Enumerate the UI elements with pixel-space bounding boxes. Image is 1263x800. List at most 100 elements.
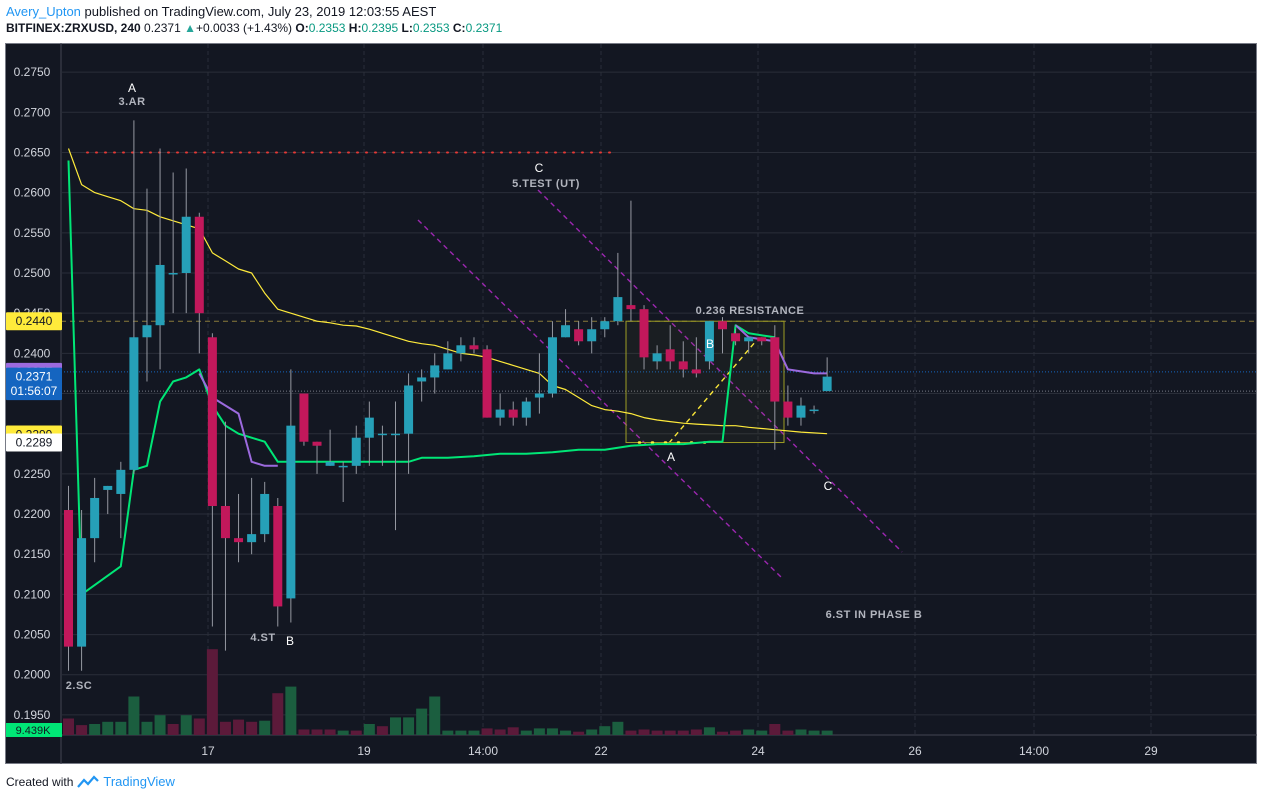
volume-bar bbox=[664, 730, 676, 735]
volume-bar bbox=[206, 649, 218, 735]
candle-body bbox=[430, 365, 440, 378]
volume-bar bbox=[141, 721, 153, 735]
candle-body bbox=[665, 349, 675, 362]
volume-bar bbox=[677, 730, 689, 735]
candle-body bbox=[587, 329, 597, 342]
volume-bar bbox=[573, 731, 585, 735]
x-tick-label: 19 bbox=[357, 744, 371, 758]
candle-body bbox=[260, 493, 270, 535]
x-tick-label: 29 bbox=[1144, 744, 1158, 758]
candle-body bbox=[822, 376, 832, 392]
chart-annotation: 2.SC bbox=[66, 680, 92, 692]
candle-body bbox=[168, 272, 178, 275]
volume-bar bbox=[717, 731, 728, 735]
volume-bar bbox=[154, 715, 166, 735]
volume-bar bbox=[782, 730, 794, 735]
candle-body bbox=[77, 538, 87, 647]
chart-annotation: B bbox=[706, 337, 714, 351]
volume-bar bbox=[494, 729, 506, 735]
price-label-bg bbox=[6, 382, 62, 401]
candle-body bbox=[391, 433, 400, 436]
price-chart[interactable]: 0.2750 0.2700 0.2650 0.2600 0.2550 0.2500 0.24… bbox=[5, 43, 1257, 764]
candle-body bbox=[469, 345, 479, 350]
candle-body bbox=[783, 401, 793, 418]
candle-body bbox=[90, 497, 100, 539]
volume-bar bbox=[625, 730, 637, 735]
candle-body bbox=[534, 393, 544, 398]
symbol-name: BITFINEX:ZRXUSD, 240 bbox=[6, 21, 141, 35]
x-tick-label: 14:00 bbox=[468, 744, 498, 758]
candle-body bbox=[770, 337, 780, 402]
volume-bar bbox=[311, 729, 323, 735]
candle-body bbox=[796, 405, 806, 418]
volume-bar bbox=[285, 686, 297, 735]
footer: Created with TradingView bbox=[6, 774, 175, 789]
volume-bar bbox=[808, 730, 820, 735]
y-tick-label: 0.2200 bbox=[14, 507, 51, 521]
volume-bar bbox=[481, 728, 493, 735]
close-value: 0.2371 bbox=[465, 21, 503, 35]
candle-body bbox=[731, 333, 741, 342]
candle-body bbox=[704, 321, 714, 362]
candle-body bbox=[194, 216, 204, 314]
sma-long-line bbox=[67, 160, 775, 596]
candle-body bbox=[521, 401, 531, 418]
candle-body bbox=[809, 409, 819, 412]
candle-body bbox=[116, 469, 126, 494]
chart-annotation: 3.AR bbox=[118, 96, 145, 108]
price-label-text: 0.2371 bbox=[16, 370, 53, 384]
y-tick-label: 0.2700 bbox=[14, 105, 51, 119]
price-axis-label: 0.2440 bbox=[6, 312, 62, 331]
chart-annotation: A bbox=[667, 450, 675, 464]
volume-bar bbox=[599, 726, 611, 735]
candle-body bbox=[508, 409, 518, 418]
channel-lower-line bbox=[417, 219, 784, 580]
low-value: 0.2353 bbox=[412, 21, 450, 35]
author-link[interactable]: Avery_Upton bbox=[6, 4, 81, 19]
price-label-bg bbox=[6, 312, 62, 331]
candle-body bbox=[744, 337, 754, 342]
chart-annotation: 5.TEST (UT) bbox=[512, 178, 580, 190]
price-label-text: 01:56:07 bbox=[11, 384, 58, 398]
volume-bar bbox=[507, 727, 519, 735]
volume-bar bbox=[651, 730, 663, 735]
candle-body bbox=[456, 345, 466, 354]
symbol-info: BITFINEX:ZRXUSD, 240 0.2371 ▲+0.0033 (+1… bbox=[6, 21, 502, 35]
close-label: C: bbox=[452, 21, 466, 35]
y-tick-label: 0.2400 bbox=[14, 346, 51, 360]
volume-bar bbox=[89, 724, 101, 735]
volume-bar bbox=[520, 730, 532, 735]
chart-annotation: 6.ST IN PHASE B bbox=[826, 609, 923, 621]
channel-upper-line bbox=[537, 189, 903, 553]
tradingview-brand-link[interactable]: TradingView bbox=[103, 774, 175, 789]
y-tick-label: 0.2000 bbox=[14, 668, 51, 682]
change-arrow-icon: ▲ bbox=[184, 21, 196, 35]
volume-bar bbox=[272, 693, 284, 735]
candle-body bbox=[691, 369, 701, 374]
candle-body bbox=[377, 433, 387, 436]
candle-body bbox=[129, 337, 139, 470]
high-value: 0.2395 bbox=[361, 21, 399, 35]
volume-bar bbox=[246, 721, 258, 735]
volume-bars bbox=[63, 649, 833, 735]
volume-bar bbox=[350, 730, 362, 735]
publish-info: Avery_Upton published on TradingView.com… bbox=[6, 4, 436, 19]
candle-body bbox=[639, 309, 649, 358]
open-value: 0.2353 bbox=[308, 21, 346, 35]
change-value: +0.0033 (+1.43%) bbox=[195, 21, 293, 35]
price-axis-label: 0.2289 bbox=[6, 433, 62, 452]
volume-bar bbox=[821, 730, 833, 735]
candle-body bbox=[299, 393, 309, 442]
volume-bar bbox=[743, 729, 755, 735]
candle-body bbox=[443, 353, 453, 370]
y-tick-label: 0.2750 bbox=[14, 65, 51, 79]
y-tick-label: 0.1950 bbox=[14, 708, 51, 722]
chart-annotation: C bbox=[535, 161, 544, 175]
candle-body bbox=[247, 534, 257, 543]
volume-bar bbox=[76, 725, 88, 735]
volume-bar bbox=[128, 696, 140, 735]
volume-bar bbox=[638, 729, 650, 735]
candle-body bbox=[155, 264, 165, 326]
candle-body bbox=[678, 361, 688, 370]
candle-body bbox=[626, 305, 636, 310]
